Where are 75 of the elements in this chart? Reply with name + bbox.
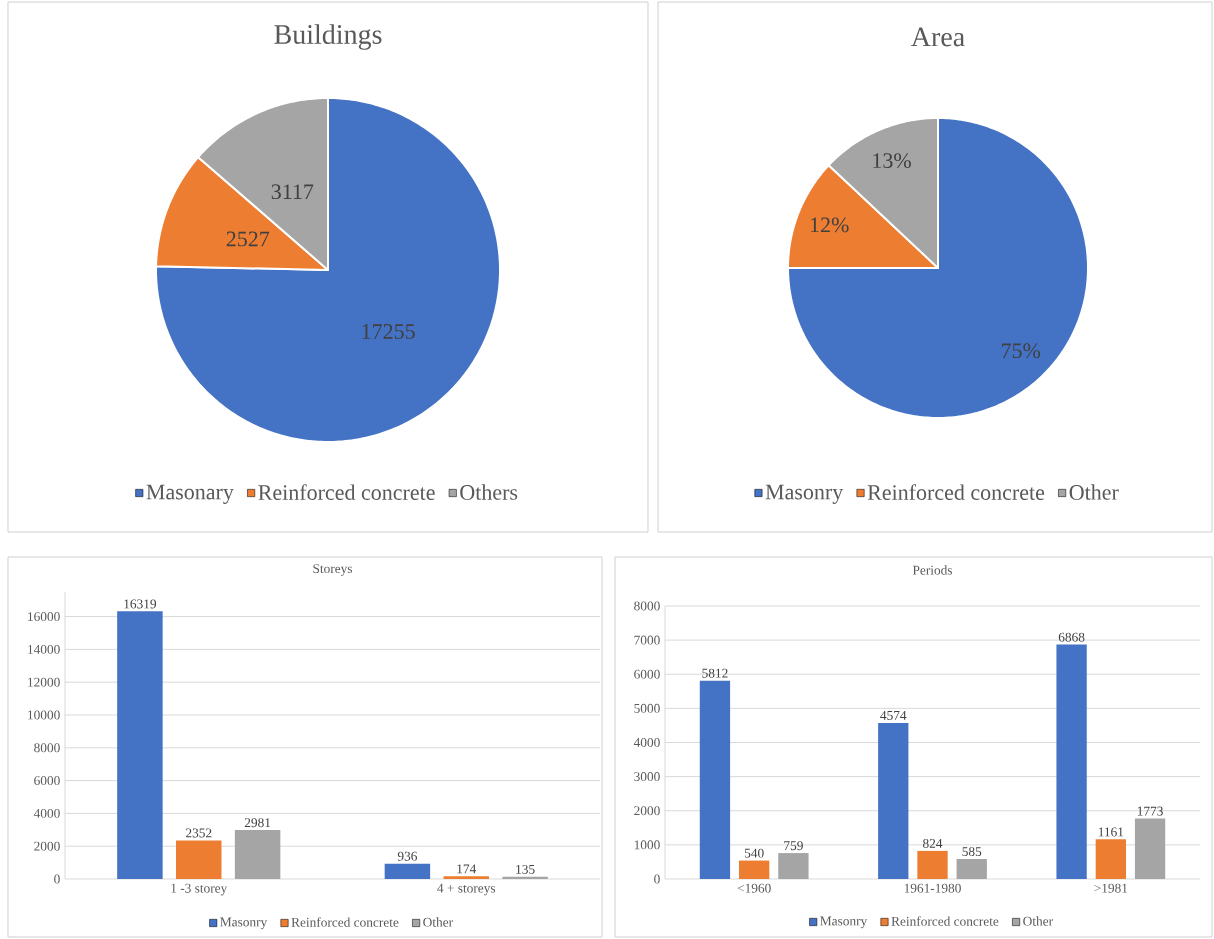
data-label: 585 bbox=[962, 847, 982, 857]
data-label: 1161 bbox=[1098, 827, 1124, 837]
data-label: 135 bbox=[516, 864, 535, 874]
data-label: 3117 bbox=[271, 184, 314, 200]
y-tick-label: 6000 bbox=[634, 669, 660, 679]
bar bbox=[1095, 839, 1126, 879]
legend-label: Other bbox=[1069, 484, 1119, 500]
legend-label: Masonary bbox=[146, 484, 234, 504]
y-tick-label: 2000 bbox=[34, 841, 60, 851]
y-tick-label: 6000 bbox=[34, 776, 60, 786]
bar bbox=[739, 860, 770, 879]
y-tick-label: 12000 bbox=[28, 677, 60, 687]
bar bbox=[502, 876, 548, 879]
x-tick-label: 1961-1980 bbox=[904, 883, 961, 893]
legend-label: Other bbox=[1023, 916, 1053, 926]
y-tick-label: 3000 bbox=[634, 772, 660, 782]
y-tick-label: 10000 bbox=[28, 710, 60, 720]
data-label: 936 bbox=[397, 851, 418, 861]
data-label: 4574 bbox=[880, 711, 907, 720]
y-tick-label: 5000 bbox=[634, 703, 660, 713]
data-label: 1773 bbox=[1137, 806, 1163, 816]
y-tick-label: 8000 bbox=[634, 601, 660, 611]
data-label: 75% bbox=[1002, 343, 1041, 359]
y-tick-label: 14000 bbox=[28, 644, 60, 654]
chart-title: Buildings bbox=[274, 24, 382, 50]
bar bbox=[443, 876, 489, 879]
bar bbox=[699, 680, 731, 879]
bar bbox=[384, 863, 431, 879]
x-tick-label: 4 + storeys bbox=[437, 883, 496, 896]
legend-label: Reinforced concrete bbox=[891, 916, 999, 926]
x-tick-label: <1960 bbox=[737, 883, 771, 893]
legend-label: Others bbox=[460, 484, 518, 500]
y-tick-label: 1000 bbox=[634, 840, 660, 850]
legend-label: Reinforced concrete bbox=[291, 917, 399, 927]
y-tick-label: 4000 bbox=[633, 737, 660, 747]
bar bbox=[117, 611, 163, 879]
data-label: 2981 bbox=[244, 818, 271, 828]
legend-label: Reinforced concrete bbox=[867, 484, 1045, 500]
chart-title: Storeys bbox=[313, 564, 353, 576]
data-label: 5812 bbox=[702, 668, 728, 678]
x-tick-label: >1981 bbox=[1094, 883, 1128, 893]
y-tick-label: 0 bbox=[54, 874, 60, 884]
bar bbox=[234, 830, 281, 879]
y-tick-label: 8000 bbox=[34, 743, 60, 753]
data-label: 12% bbox=[810, 217, 849, 233]
y-tick-label: 4000 bbox=[33, 808, 60, 818]
y-tick-label: 0 bbox=[654, 874, 660, 884]
bar bbox=[917, 850, 948, 879]
legend-label: Masonry bbox=[220, 917, 268, 930]
y-tick-label: 2000 bbox=[634, 806, 660, 816]
data-label: 17255 bbox=[362, 324, 415, 339]
data-label: 13% bbox=[873, 153, 911, 169]
bar bbox=[1134, 818, 1166, 879]
legend-label: Other bbox=[423, 917, 453, 927]
data-label: 174 bbox=[457, 864, 477, 874]
data-label: 6868 bbox=[1058, 632, 1085, 642]
x-tick-label: 1 -3 storey bbox=[171, 883, 228, 896]
data-label: 824 bbox=[923, 838, 943, 848]
data-label: 2352 bbox=[186, 828, 212, 838]
y-tick-label: 16000 bbox=[28, 612, 60, 622]
data-label: 759 bbox=[784, 841, 803, 851]
legend-label: Reinforced concrete bbox=[258, 484, 435, 500]
bar bbox=[878, 722, 909, 879]
y-tick-label: 7000 bbox=[634, 635, 660, 645]
chart-title: Periods bbox=[912, 565, 953, 575]
chart-title: Area bbox=[911, 27, 965, 47]
data-label: 540 bbox=[744, 848, 764, 858]
legend-label: Masonry bbox=[765, 484, 844, 504]
bar bbox=[956, 859, 987, 879]
bar bbox=[1056, 644, 1087, 879]
data-label: 16319 bbox=[124, 599, 157, 609]
legend-label: Masonry bbox=[820, 916, 868, 929]
data-label: 2527 bbox=[226, 231, 270, 247]
bar bbox=[778, 853, 809, 879]
bar bbox=[176, 840, 222, 879]
